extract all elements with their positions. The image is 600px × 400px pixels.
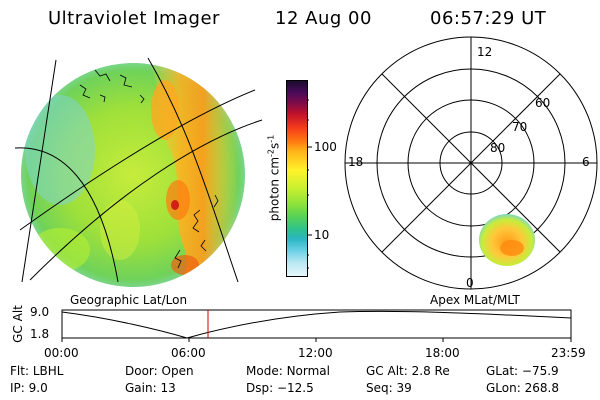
gain-label: Gain: [125,381,157,395]
date-readout: 12 Aug 00 [275,8,372,29]
mlat-80-label: 80 [490,141,506,155]
mlt-12-label: 12 [477,45,493,59]
info-glat: GLat: −75.9 [486,364,559,378]
colorbar-tick-100: 100 [314,140,337,154]
info-door: Door: Open [125,364,194,378]
altitude-ytick-bottom: 1.8 [30,327,50,341]
info-gain: Gain: 13 [125,381,176,395]
mlat-60-label: 60 [535,96,551,110]
ip-value: 9.0 [28,381,48,395]
mlat-70-label: 70 [512,120,528,134]
altitude-xtick-0: 00:00 [44,346,79,360]
mlt-18-label: 18 [348,155,364,169]
door-value: Open [161,364,194,378]
info-mode: Mode: Normal [246,364,330,378]
info-ip: IP: 9.0 [10,381,48,395]
altitude-xtick-4: 23:59 [551,346,586,360]
filter-label: Flt: [10,364,29,378]
dsp-label: Dsp: [246,381,274,395]
right-panel-label: Apex MLat/MLT [430,293,520,307]
gc-alt-label: GC Alt: [366,364,408,378]
colorbar-label-s: s [267,142,282,149]
left-panel-label: Geographic Lat/Lon [70,293,188,307]
polar-mlat-mlt-plot [344,36,598,290]
altitude-ylabel: GC Alt [11,305,25,343]
colorbar-label-main: photon cm [267,156,282,222]
altitude-xtick-3: 18:00 [425,346,460,360]
door-label: Door: [125,364,158,378]
mlt-0-label: 0 [466,276,474,290]
filter-value: LBHL [32,364,64,378]
gc-alt-value: 2.8 Re [411,364,450,378]
colorbar-tick-10: 10 [314,228,330,242]
mode-value: Normal [286,364,330,378]
auroral-oval-image [479,214,535,266]
altitude-xtick-1: 06:00 [171,346,206,360]
info-dsp: Dsp: −12.5 [246,381,314,395]
colorbar-label-exp1: -2 [266,148,276,157]
seq-label: Seq: [366,381,393,395]
seq-value: 39 [396,381,412,395]
info-glon: GLon: 268.8 [486,381,559,395]
altitude-strip-plot [61,309,572,342]
time-readout: 06:57:29 UT [430,8,547,29]
colorbar-label-exp2: -1 [266,134,276,143]
info-gc-alt: GC Alt: 2.8 Re [366,364,450,378]
colorbar [286,80,308,277]
dsp-value: −12.5 [276,381,314,395]
colorbar-label: photon cm-2s-1 [267,135,282,222]
gain-value: 13 [160,381,176,395]
glon-label: GLon: [486,381,521,395]
glon-value: 268.8 [524,381,559,395]
glat-label: GLat: [486,364,519,378]
info-filter: Flt: LBHL [10,364,63,378]
mlt-6-label: 6 [582,155,590,169]
earth-disk-image [14,57,263,287]
info-seq: Seq: 39 [366,381,412,395]
altitude-xtick-2: 12:00 [298,346,333,360]
altitude-ytick-top: 9.0 [30,305,50,319]
ip-label: IP: [10,381,25,395]
mode-label: Mode: [246,364,283,378]
glat-value: −75.9 [521,364,559,378]
app-title: Ultraviolet Imager [48,8,220,29]
